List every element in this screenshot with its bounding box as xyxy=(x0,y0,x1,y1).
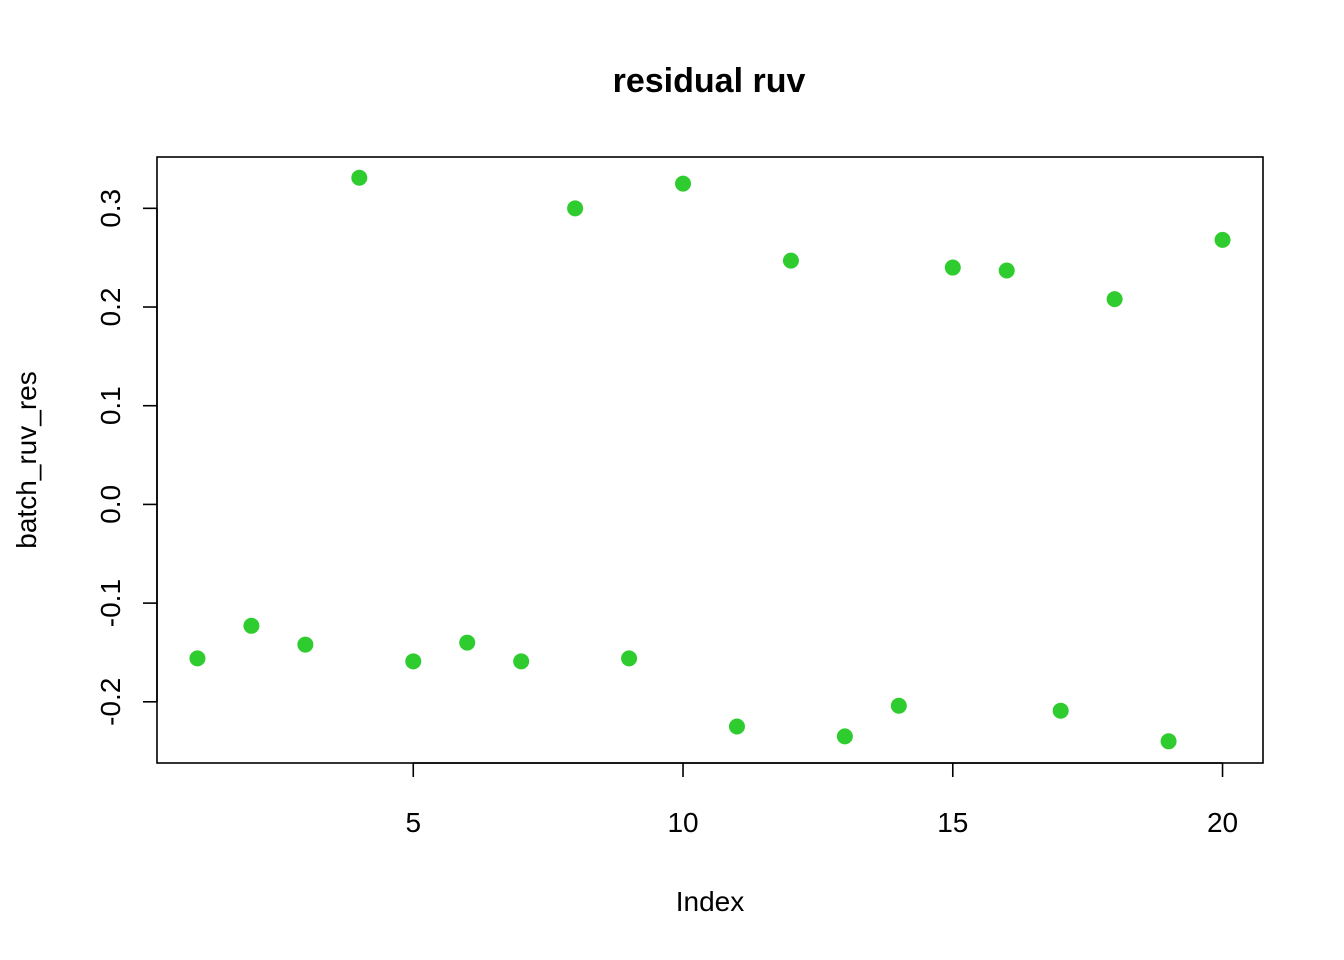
x-axis: 5 10 15 20 xyxy=(405,762,1238,838)
data-point xyxy=(351,169,368,186)
data-point xyxy=(998,262,1015,279)
x-tick-label: 10 xyxy=(667,807,698,838)
y-tick-label: -0.2 xyxy=(95,678,126,726)
data-point xyxy=(1214,231,1231,248)
data-point xyxy=(944,259,961,276)
data-point xyxy=(1160,733,1177,750)
x-tick-label: 20 xyxy=(1207,807,1238,838)
data-point xyxy=(890,697,907,714)
data-points xyxy=(189,169,1231,750)
data-point xyxy=(297,636,314,653)
y-tick-label: 0.0 xyxy=(95,485,126,524)
data-point xyxy=(405,653,422,670)
chart-title: residual ruv xyxy=(613,62,806,100)
data-point xyxy=(1052,702,1069,719)
data-point xyxy=(675,175,692,192)
data-point xyxy=(189,650,206,667)
y-tick-label: -0.1 xyxy=(95,579,126,627)
y-tick-label: 0.2 xyxy=(95,288,126,327)
data-point xyxy=(567,200,584,217)
y-axis-label: batch_ruv_res xyxy=(11,371,42,548)
data-point xyxy=(243,617,260,634)
x-tick-label: 5 xyxy=(405,807,421,838)
y-tick-label: 0.3 xyxy=(95,189,126,228)
plot-frame xyxy=(156,156,1264,764)
y-tick-label: 0.1 xyxy=(95,386,126,425)
data-point xyxy=(459,634,476,651)
data-point xyxy=(782,252,799,269)
x-axis-label: Index xyxy=(676,886,745,917)
data-point xyxy=(513,653,530,670)
y-axis: -0.2 -0.1 0.0 0.1 0.2 0.3 xyxy=(95,189,158,726)
x-tick-label: 15 xyxy=(937,807,968,838)
data-point xyxy=(621,650,638,667)
data-point xyxy=(728,718,745,735)
data-point xyxy=(1106,291,1123,308)
data-point xyxy=(836,728,853,745)
